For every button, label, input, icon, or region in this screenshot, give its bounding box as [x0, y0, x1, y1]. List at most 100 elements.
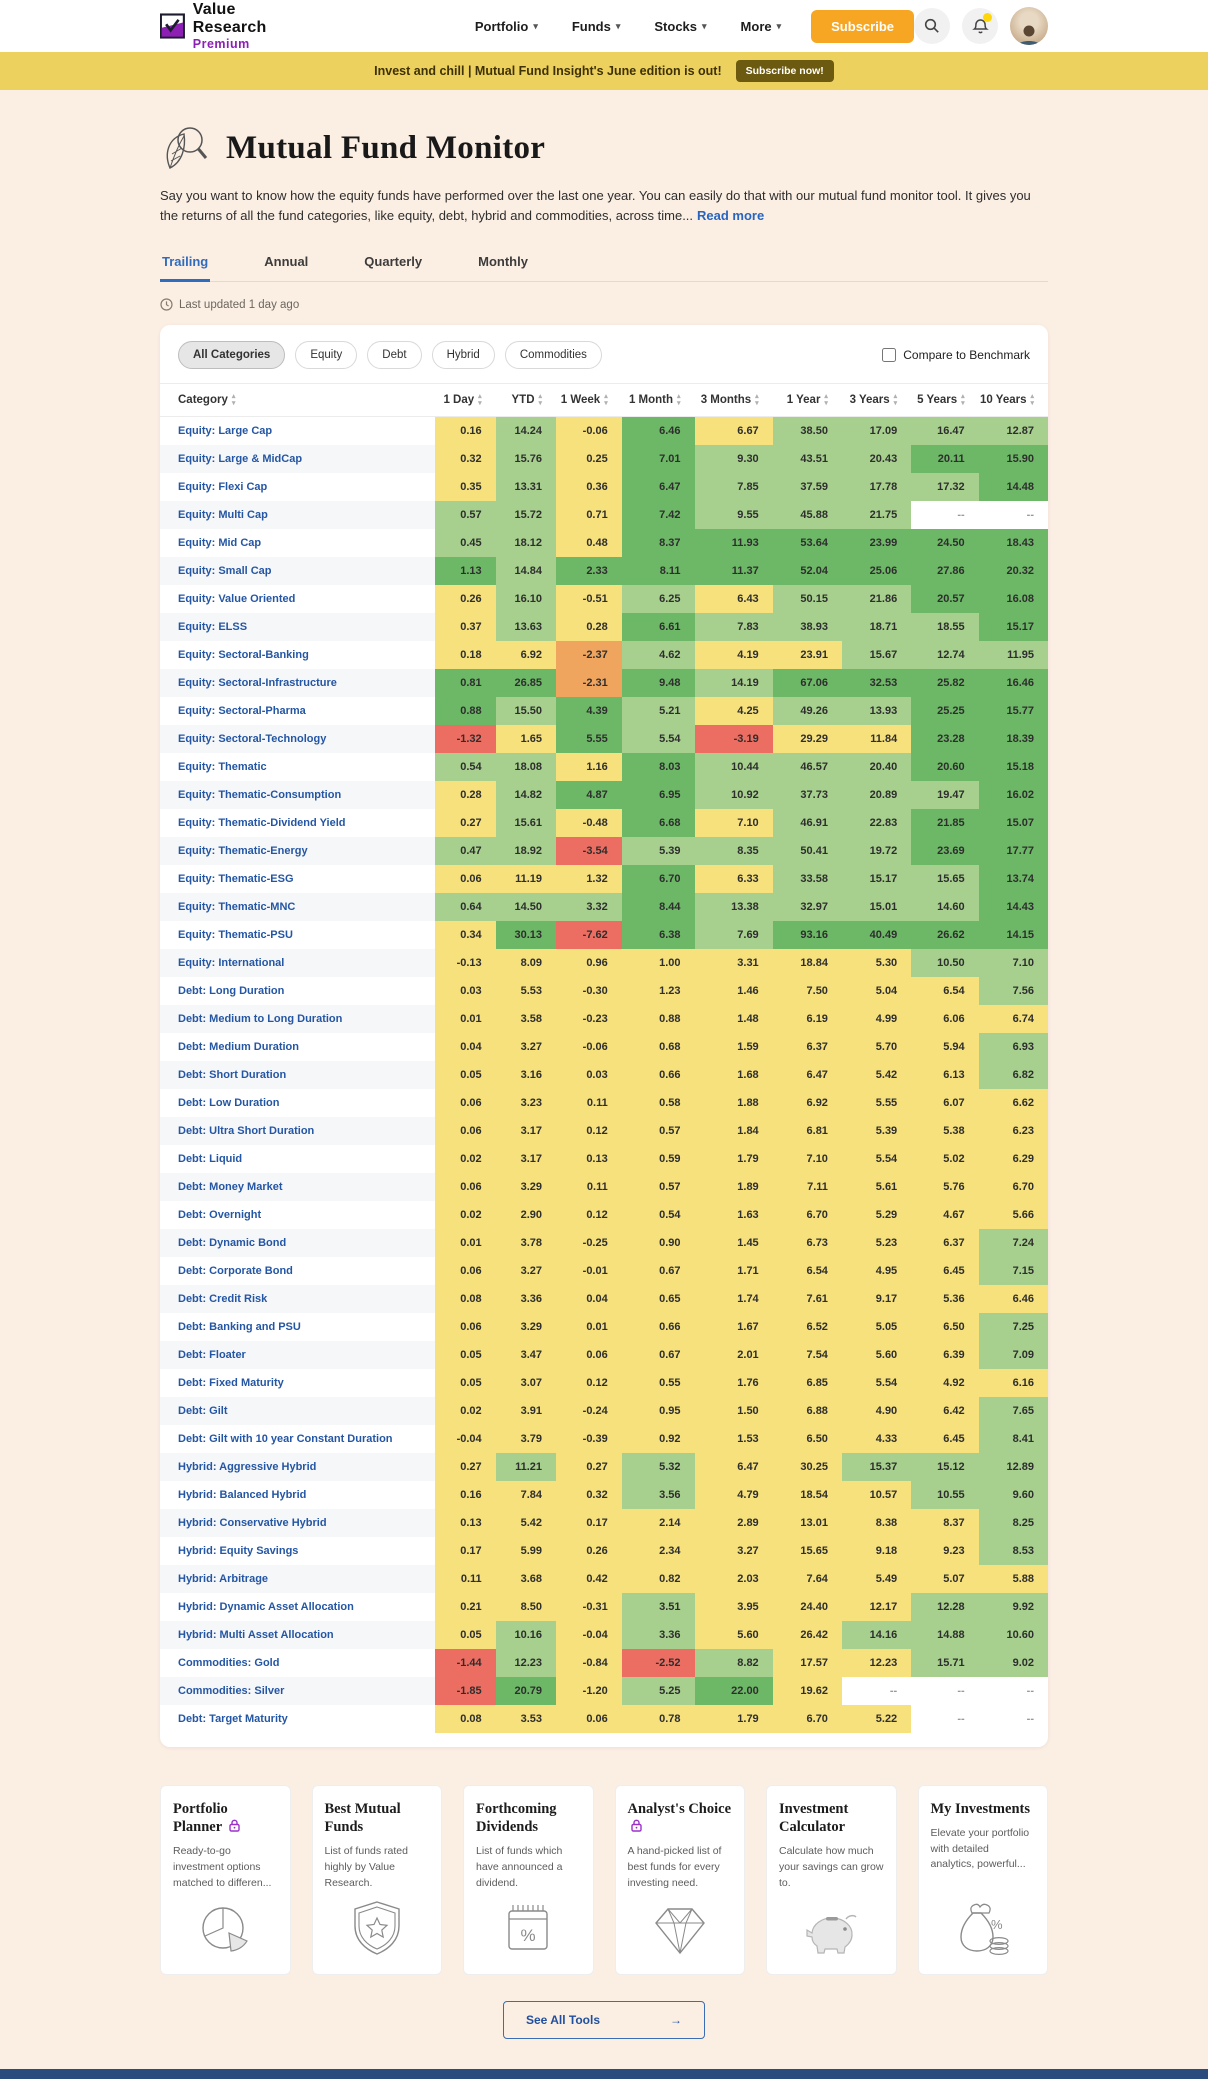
- category-link[interactable]: Equity: Sectoral-Pharma: [178, 704, 306, 717]
- category-link[interactable]: Equity: Thematic-MNC: [160, 892, 436, 921]
- logo-line2: Premium: [192, 37, 250, 51]
- category-link[interactable]: Debt: Credit Risk: [160, 1284, 436, 1313]
- nav-item-portfolio[interactable]: Portfolio ▾: [475, 19, 538, 34]
- tool-card-analyst-s-choice[interactable]: Analyst's Choice A hand-picked list of b…: [614, 1784, 745, 1975]
- subscribe-button[interactable]: Subscribe: [811, 9, 914, 43]
- category-link[interactable]: Equity: Sectoral-Banking: [178, 648, 309, 661]
- category-link[interactable]: Hybrid: Dynamic Asset Allocation: [178, 1600, 354, 1613]
- return-cell: 0.26: [556, 1536, 622, 1565]
- column-header-1-year[interactable]: 1 Year ▴ ▾: [772, 383, 842, 418]
- category-link[interactable]: Equity: Thematic-Consumption: [160, 780, 436, 809]
- see-all-tools-button[interactable]: See All Tools →: [502, 2000, 705, 2039]
- tool-card-portfolio-planner[interactable]: Portfolio Planner Ready-to-go investment…: [160, 1784, 291, 1975]
- notifications-button[interactable]: [962, 8, 998, 44]
- category-link[interactable]: Equity: Large & MidCap: [160, 444, 436, 473]
- category-link[interactable]: Equity: Large Cap: [178, 425, 273, 438]
- column-header-1-day[interactable]: 1 Day ▴ ▾: [435, 383, 496, 418]
- column-header-1-month[interactable]: 1 Month ▴ ▾: [621, 383, 695, 418]
- category-link[interactable]: Debt: Floater: [160, 1340, 436, 1369]
- column-header-category[interactable]: Category ▴ ▾: [160, 383, 436, 418]
- category-link[interactable]: Debt: Medium to Long Duration: [160, 1004, 436, 1033]
- return-cell: -0.39: [556, 1424, 622, 1453]
- column-header-ytd[interactable]: YTD ▴ ▾: [495, 383, 557, 418]
- tool-card-best-mutual-funds[interactable]: Best Mutual Funds List of funds rated hig…: [311, 1784, 442, 1975]
- category-link[interactable]: Equity: Thematic-ESG: [178, 872, 294, 885]
- chip-equity[interactable]: Equity: [295, 341, 358, 370]
- category-link[interactable]: Equity: Thematic-PSU: [178, 928, 293, 941]
- category-link[interactable]: Equity: Value Oriented: [178, 592, 296, 605]
- value-research-logo[interactable]: Value Research Premium: [160, 1, 300, 51]
- category-link[interactable]: Debt: Dynamic Bond: [160, 1228, 436, 1257]
- category-link[interactable]: Debt: Long Duration: [178, 984, 285, 997]
- category-link[interactable]: Debt: Liquid: [178, 1152, 243, 1165]
- category-link[interactable]: Hybrid: Conservative Hybrid: [160, 1508, 436, 1537]
- column-header-10-years[interactable]: 10 Years ▴ ▾: [978, 383, 1048, 418]
- tool-card-my-investments[interactable]: My Investments Elevate your portfolio wit…: [917, 1784, 1048, 1975]
- chip-all-categories[interactable]: All Categories: [178, 341, 286, 370]
- category-link[interactable]: Equity: Thematic-Dividend Yield: [178, 816, 346, 829]
- return-cell: -0.30: [556, 976, 622, 1005]
- category-link[interactable]: Equity: Mid Cap: [178, 536, 262, 549]
- category-link[interactable]: Commodities: Silver: [160, 1676, 436, 1705]
- category-link[interactable]: Hybrid: Balanced Hybrid: [178, 1488, 307, 1501]
- nav-item-stocks[interactable]: Stocks ▾: [654, 19, 706, 34]
- tab-quarterly[interactable]: Quarterly: [364, 254, 423, 270]
- category-link[interactable]: Equity: Flexi Cap: [178, 480, 268, 493]
- category-link[interactable]: Debt: Corporate Bond: [178, 1264, 293, 1277]
- column-header-3-years[interactable]: 3 Years ▴ ▾: [841, 383, 912, 418]
- category-link[interactable]: Debt: Overnight: [178, 1208, 262, 1221]
- category-link[interactable]: Debt: Low Duration: [178, 1096, 280, 1109]
- compare-benchmark-checkbox[interactable]: [882, 348, 897, 363]
- category-link[interactable]: Debt: Fixed Maturity: [178, 1376, 284, 1389]
- read-more-link[interactable]: Read more: [697, 208, 765, 224]
- category-link[interactable]: Debt: Medium Duration: [178, 1040, 299, 1053]
- category-link[interactable]: Debt: Gilt: [160, 1396, 436, 1425]
- category-link[interactable]: Hybrid: Multi Asset Allocation: [160, 1620, 436, 1649]
- tool-card-investment-calculator[interactable]: Investment Calculator Calculate how much …: [766, 1784, 897, 1975]
- category-link[interactable]: Equity: Thematic-Energy: [160, 836, 436, 865]
- tab-annual[interactable]: Annual: [264, 254, 309, 270]
- column-header-3-months[interactable]: 3 Months ▴ ▾: [694, 383, 773, 418]
- tab-monthly[interactable]: Monthly: [478, 254, 528, 270]
- tab-trailing[interactable]: Trailing: [160, 248, 211, 283]
- search-button[interactable]: [914, 8, 950, 44]
- user-avatar[interactable]: [1010, 7, 1048, 45]
- category-link[interactable]: Equity: Sectoral-Infrastructure: [160, 668, 436, 697]
- table-row: Equity: Thematic 0.54 18.08 1.16 8.03 10.44 46…: [160, 752, 1048, 781]
- chip-debt[interactable]: Debt: [367, 341, 422, 370]
- return-cell: 0.06: [435, 1172, 496, 1201]
- return-cell: 25.82: [911, 668, 979, 697]
- nav-item-funds[interactable]: Funds ▾: [572, 19, 621, 34]
- return-cell: 9.23: [911, 1536, 979, 1565]
- banner-subscribe-now-button[interactable]: Subscribe now!: [735, 60, 834, 82]
- chip-commodities[interactable]: Commodities: [504, 341, 602, 370]
- nav-item-more[interactable]: More ▾: [741, 19, 782, 34]
- category-link[interactable]: Equity: ELSS: [160, 612, 436, 641]
- category-link[interactable]: Equity: Thematic: [178, 760, 267, 773]
- tool-card-forthcoming-dividends[interactable]: Forthcoming Dividends List of funds which…: [463, 1784, 594, 1975]
- column-header-5-years[interactable]: 5 Years ▴ ▾: [911, 383, 979, 418]
- category-link[interactable]: Equity: Sectoral-Technology: [160, 724, 436, 753]
- category-link[interactable]: Debt: Target Maturity: [178, 1712, 288, 1725]
- category-link[interactable]: Hybrid: Arbitrage: [160, 1564, 436, 1593]
- category-link[interactable]: Debt: Gilt with 10 year Constant Duratio…: [178, 1432, 393, 1445]
- category-link[interactable]: Equity: Small Cap: [160, 556, 436, 585]
- return-cell: 0.06: [435, 1116, 496, 1145]
- category-link[interactable]: Hybrid: Equity Savings: [178, 1544, 299, 1557]
- return-cell: 24.50: [911, 528, 979, 557]
- table-header-row: Category ▴ ▾ 1 Day ▴ ▾ YTD ▴ ▾ 1 Week ▴ ▾ 1 Month ▴ ▾ 3…: [160, 383, 1048, 418]
- category-link[interactable]: Debt: Short Duration: [160, 1060, 436, 1089]
- category-link[interactable]: Debt: Money Market: [160, 1172, 436, 1201]
- category-link[interactable]: Debt: Banking and PSU: [178, 1320, 301, 1333]
- compare-benchmark-toggle[interactable]: Compare to Benchmark: [882, 348, 1030, 363]
- column-header-label: YTD: [511, 394, 535, 407]
- category-link[interactable]: Debt: Ultra Short Duration: [160, 1116, 436, 1145]
- column-header-1-week[interactable]: 1 Week ▴ ▾: [556, 383, 622, 418]
- category-link[interactable]: Equity: International: [160, 948, 436, 977]
- return-cell: 6.92: [495, 640, 557, 669]
- category-link[interactable]: Commodities: Gold: [178, 1656, 280, 1669]
- chip-hybrid[interactable]: Hybrid: [431, 341, 495, 370]
- return-cell: 14.19: [694, 668, 773, 697]
- category-link[interactable]: Hybrid: Aggressive Hybrid: [160, 1452, 436, 1481]
- category-link[interactable]: Equity: Multi Cap: [160, 500, 436, 529]
